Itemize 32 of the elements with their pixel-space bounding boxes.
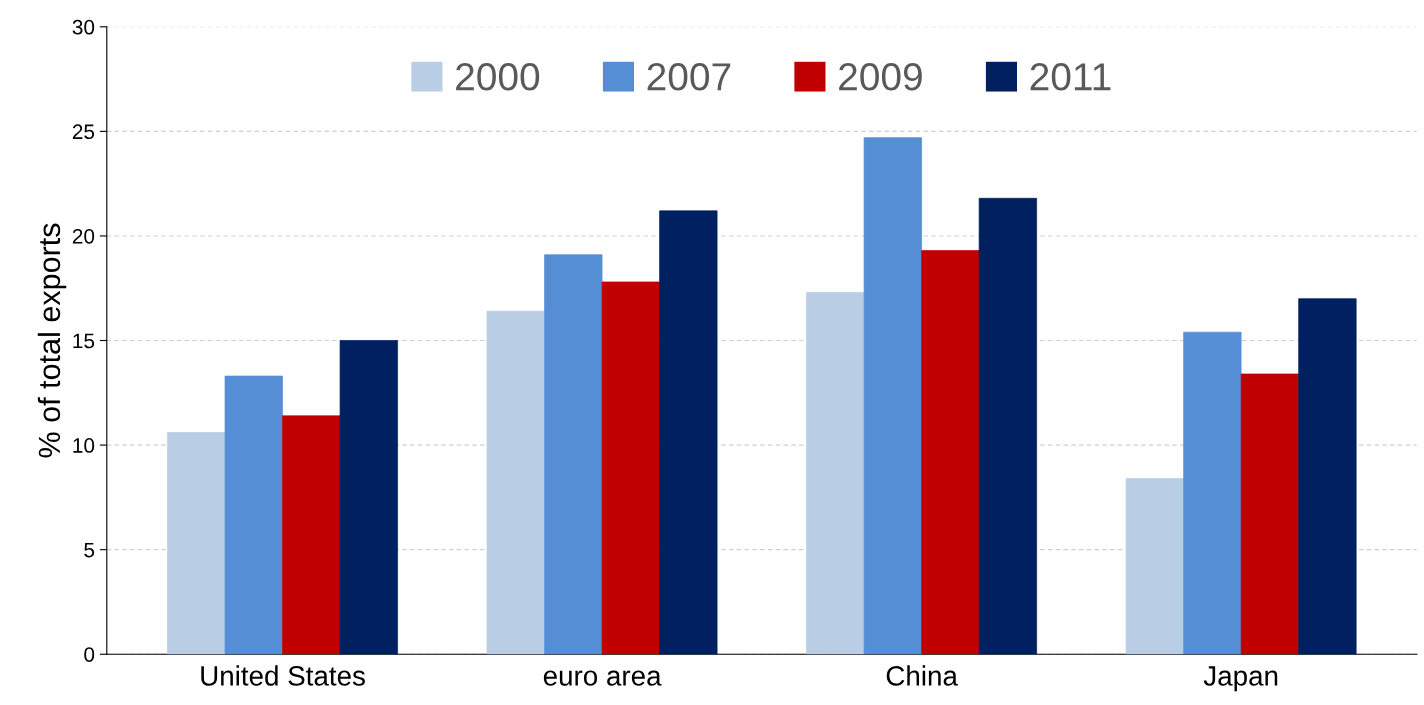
y-tick-label: 15 [73, 333, 95, 349]
y-tick-label: 20 [72, 228, 95, 244]
bar [659, 210, 718, 655]
bar [601, 281, 660, 655]
bar [806, 292, 865, 655]
bar [1183, 331, 1242, 655]
bar [863, 137, 922, 655]
legend-label: 2009 [839, 63, 922, 91]
x-tick-label: Japan [1203, 666, 1278, 692]
x-tick-label: China [886, 665, 958, 686]
y-tick-label: 10 [73, 438, 95, 453]
y-tick-label: 0 [84, 647, 95, 662]
legend-label: 2007 [647, 63, 731, 91]
bar [282, 415, 341, 655]
bar [339, 340, 398, 655]
bar [486, 310, 545, 655]
bar [921, 250, 980, 655]
y-tick-label: 30 [72, 19, 95, 35]
bar [1240, 373, 1299, 655]
bar [224, 375, 283, 655]
y-tick-label: 25 [72, 124, 95, 140]
bar [978, 197, 1037, 655]
bar [167, 432, 226, 655]
bar [1298, 298, 1357, 655]
bar [544, 254, 603, 655]
legend-label: 2000 [456, 63, 540, 91]
y-axis-title: % of total exports [37, 223, 67, 458]
x-tick-label: euro area [543, 670, 662, 686]
x-tick-label: United States [201, 665, 365, 686]
y-tick-label: 5 [84, 542, 95, 558]
bar [1125, 478, 1184, 655]
legend-label: 2011 [1030, 63, 1111, 91]
